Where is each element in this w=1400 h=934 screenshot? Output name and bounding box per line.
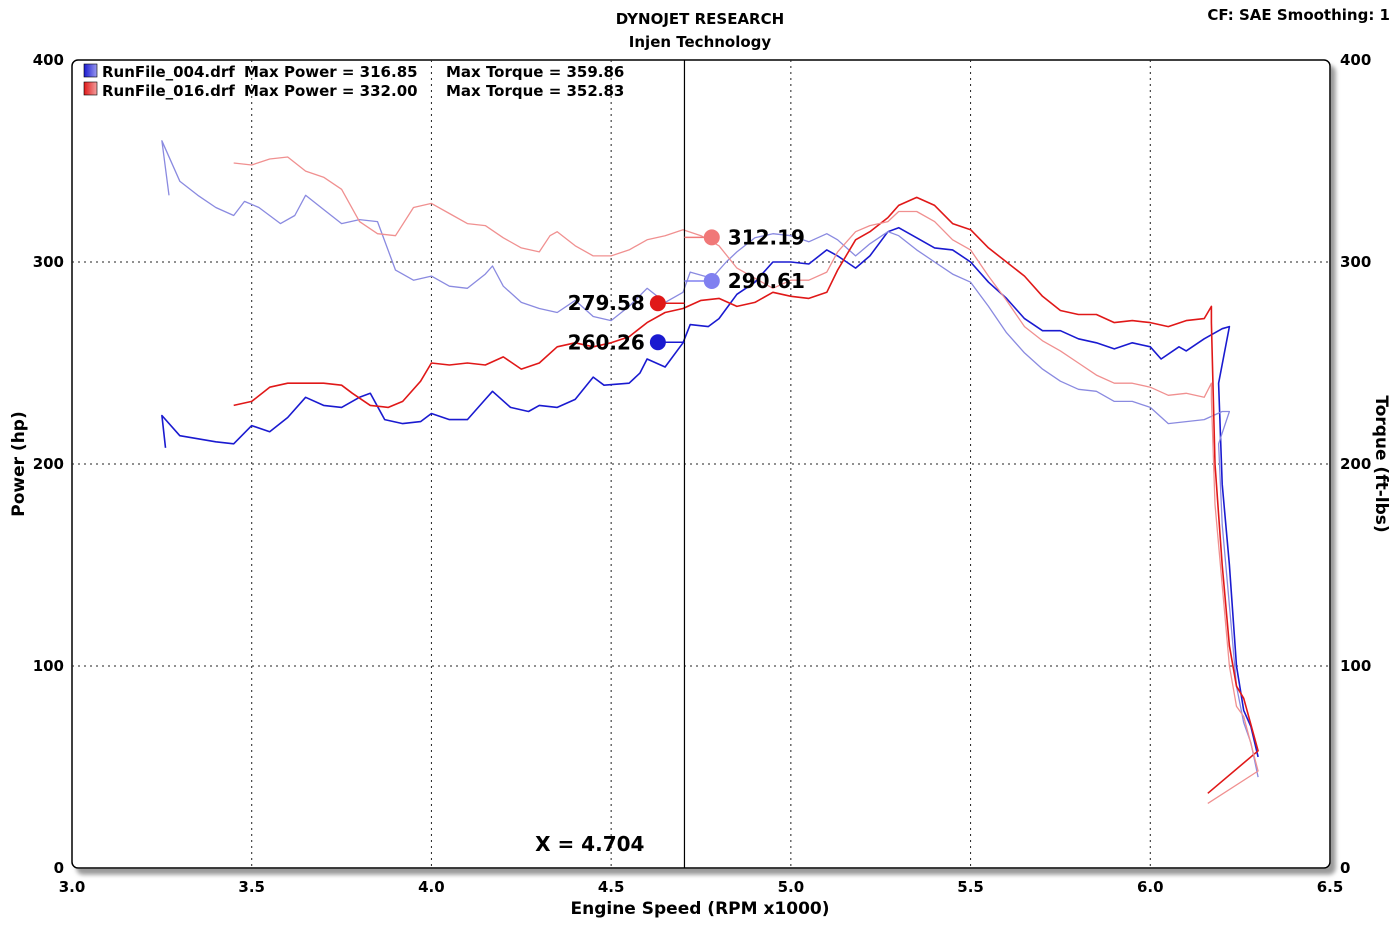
series-lines <box>161 140 1259 804</box>
series-line-1 <box>161 226 1259 758</box>
marker-label: 312.19 <box>728 225 805 249</box>
series-line-4 <box>233 156 1259 804</box>
chart-title: DYNOJET RESEARCH <box>616 10 784 28</box>
marker-dot <box>649 295 666 312</box>
legend-file-1: RunFile_004.drf <box>102 63 235 81</box>
series-line-3 <box>233 196 1259 794</box>
y-axis-title-right: Torque (ft-lbs) <box>1371 395 1391 532</box>
y-tick-label-right: 0 <box>1340 859 1350 877</box>
marker-dot <box>703 229 720 246</box>
markers: 312.19 290.61 279.58 260.26 <box>568 225 805 354</box>
y-tick-label-right: 100 <box>1340 657 1371 675</box>
cursor: X = 4.704 <box>535 60 686 868</box>
legend-power-1: Max Power = 316.85 <box>244 63 418 81</box>
y-tick-label-left: 300 <box>33 253 64 271</box>
legend-swatch-blue <box>83 63 98 78</box>
legend-file-2: RunFile_016.drf <box>102 82 235 100</box>
x-tick-label: 3.5 <box>238 878 265 896</box>
legend-torque-2: Max Torque = 352.83 <box>446 82 624 100</box>
x-tick-label: 6.0 <box>1137 878 1164 896</box>
y-tick-label-left: 100 <box>33 657 64 675</box>
cursor-label: X = 4.704 <box>535 832 644 856</box>
legend-torque-1: Max Torque = 359.86 <box>446 63 624 81</box>
y-tick-label-right: 200 <box>1340 455 1371 473</box>
x-tick-label: 5.5 <box>957 878 984 896</box>
legend: RunFile_004.drf Max Power = 316.85 Max T… <box>83 63 624 100</box>
legend-power-2: Max Power = 332.00 <box>244 82 418 100</box>
x-tick-label: 6.5 <box>1317 878 1344 896</box>
x-tick-label: 4.5 <box>598 878 625 896</box>
chart-subtitle: Injen Technology <box>629 33 772 51</box>
y-axis-title-left: Power (hp) <box>9 411 29 517</box>
marker-dot <box>649 334 666 351</box>
settings-label: CF: SAE Smoothing: 1 <box>1207 6 1390 24</box>
legend-swatch-red <box>83 81 98 96</box>
marker-dot <box>703 272 720 289</box>
series-line-2 <box>161 140 1259 778</box>
y-tick-label-left: 0 <box>54 859 64 877</box>
marker-label: 279.58 <box>568 291 645 315</box>
y-tick-label-right: 400 <box>1340 51 1371 69</box>
y-tick-label-left: 200 <box>33 455 64 473</box>
y-tick-label-left: 400 <box>33 51 64 69</box>
grid <box>72 60 1330 868</box>
x-axis-title: Engine Speed (RPM x1000) <box>570 899 829 919</box>
marker-label: 290.61 <box>728 269 805 293</box>
x-tick-label: 4.0 <box>418 878 445 896</box>
y-tick-label-right: 300 <box>1340 253 1371 271</box>
marker-label: 260.26 <box>568 330 645 354</box>
x-tick-label: 3.0 <box>59 878 86 896</box>
x-tick-label: 5.0 <box>778 878 805 896</box>
